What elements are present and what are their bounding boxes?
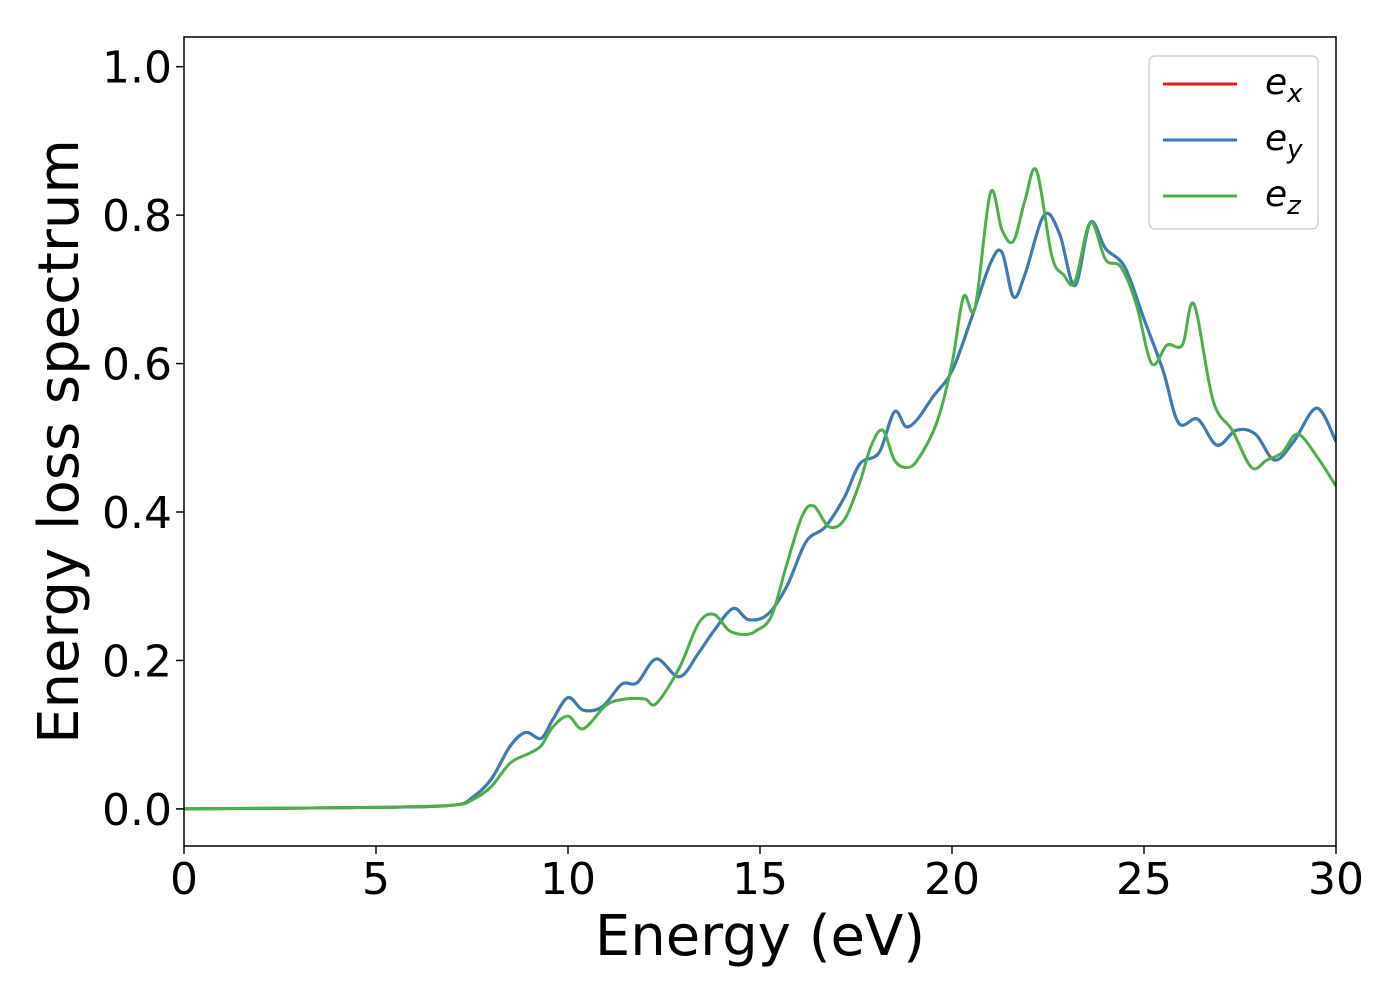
legend-label-ey: ey — [1265, 118, 1303, 165]
series-line-ex — [184, 211, 1336, 811]
y-axis-label: Energy loss spectrum — [27, 139, 92, 744]
legend: ex ey ez — [1148, 55, 1319, 230]
series-line-ez — [184, 167, 1336, 811]
series-line-ey — [184, 211, 1336, 811]
x-tick-label: 10 — [540, 854, 596, 905]
legend-label-ex: ex — [1265, 62, 1303, 109]
x-tick-label: 5 — [362, 854, 390, 905]
series-layer — [184, 167, 1336, 811]
x-tick-label: 25 — [1116, 854, 1172, 905]
y-tick-label: 0.6 — [102, 340, 172, 391]
y-tick-label: 0.2 — [102, 636, 172, 687]
y-tick-label: 0.8 — [102, 191, 172, 242]
y-tick-label: 1.0 — [102, 43, 172, 94]
legend-box — [1148, 55, 1319, 230]
x-tick-label: 0 — [170, 854, 198, 905]
x-tick-label: 30 — [1308, 854, 1364, 905]
legend-label-ez: ez — [1265, 174, 1302, 221]
x-tick-label: 15 — [732, 854, 788, 905]
y-tick-label: 0.0 — [102, 785, 172, 836]
x-tick-label: 20 — [924, 854, 980, 905]
y-tick-label: 0.4 — [102, 488, 172, 539]
x-axis-label: Energy (eV) — [595, 904, 925, 969]
ticks-layer: 0 5 10 15 20 25 30 0.0 0.2 0.4 0.6 0.8 1.0 — [102, 43, 1364, 905]
